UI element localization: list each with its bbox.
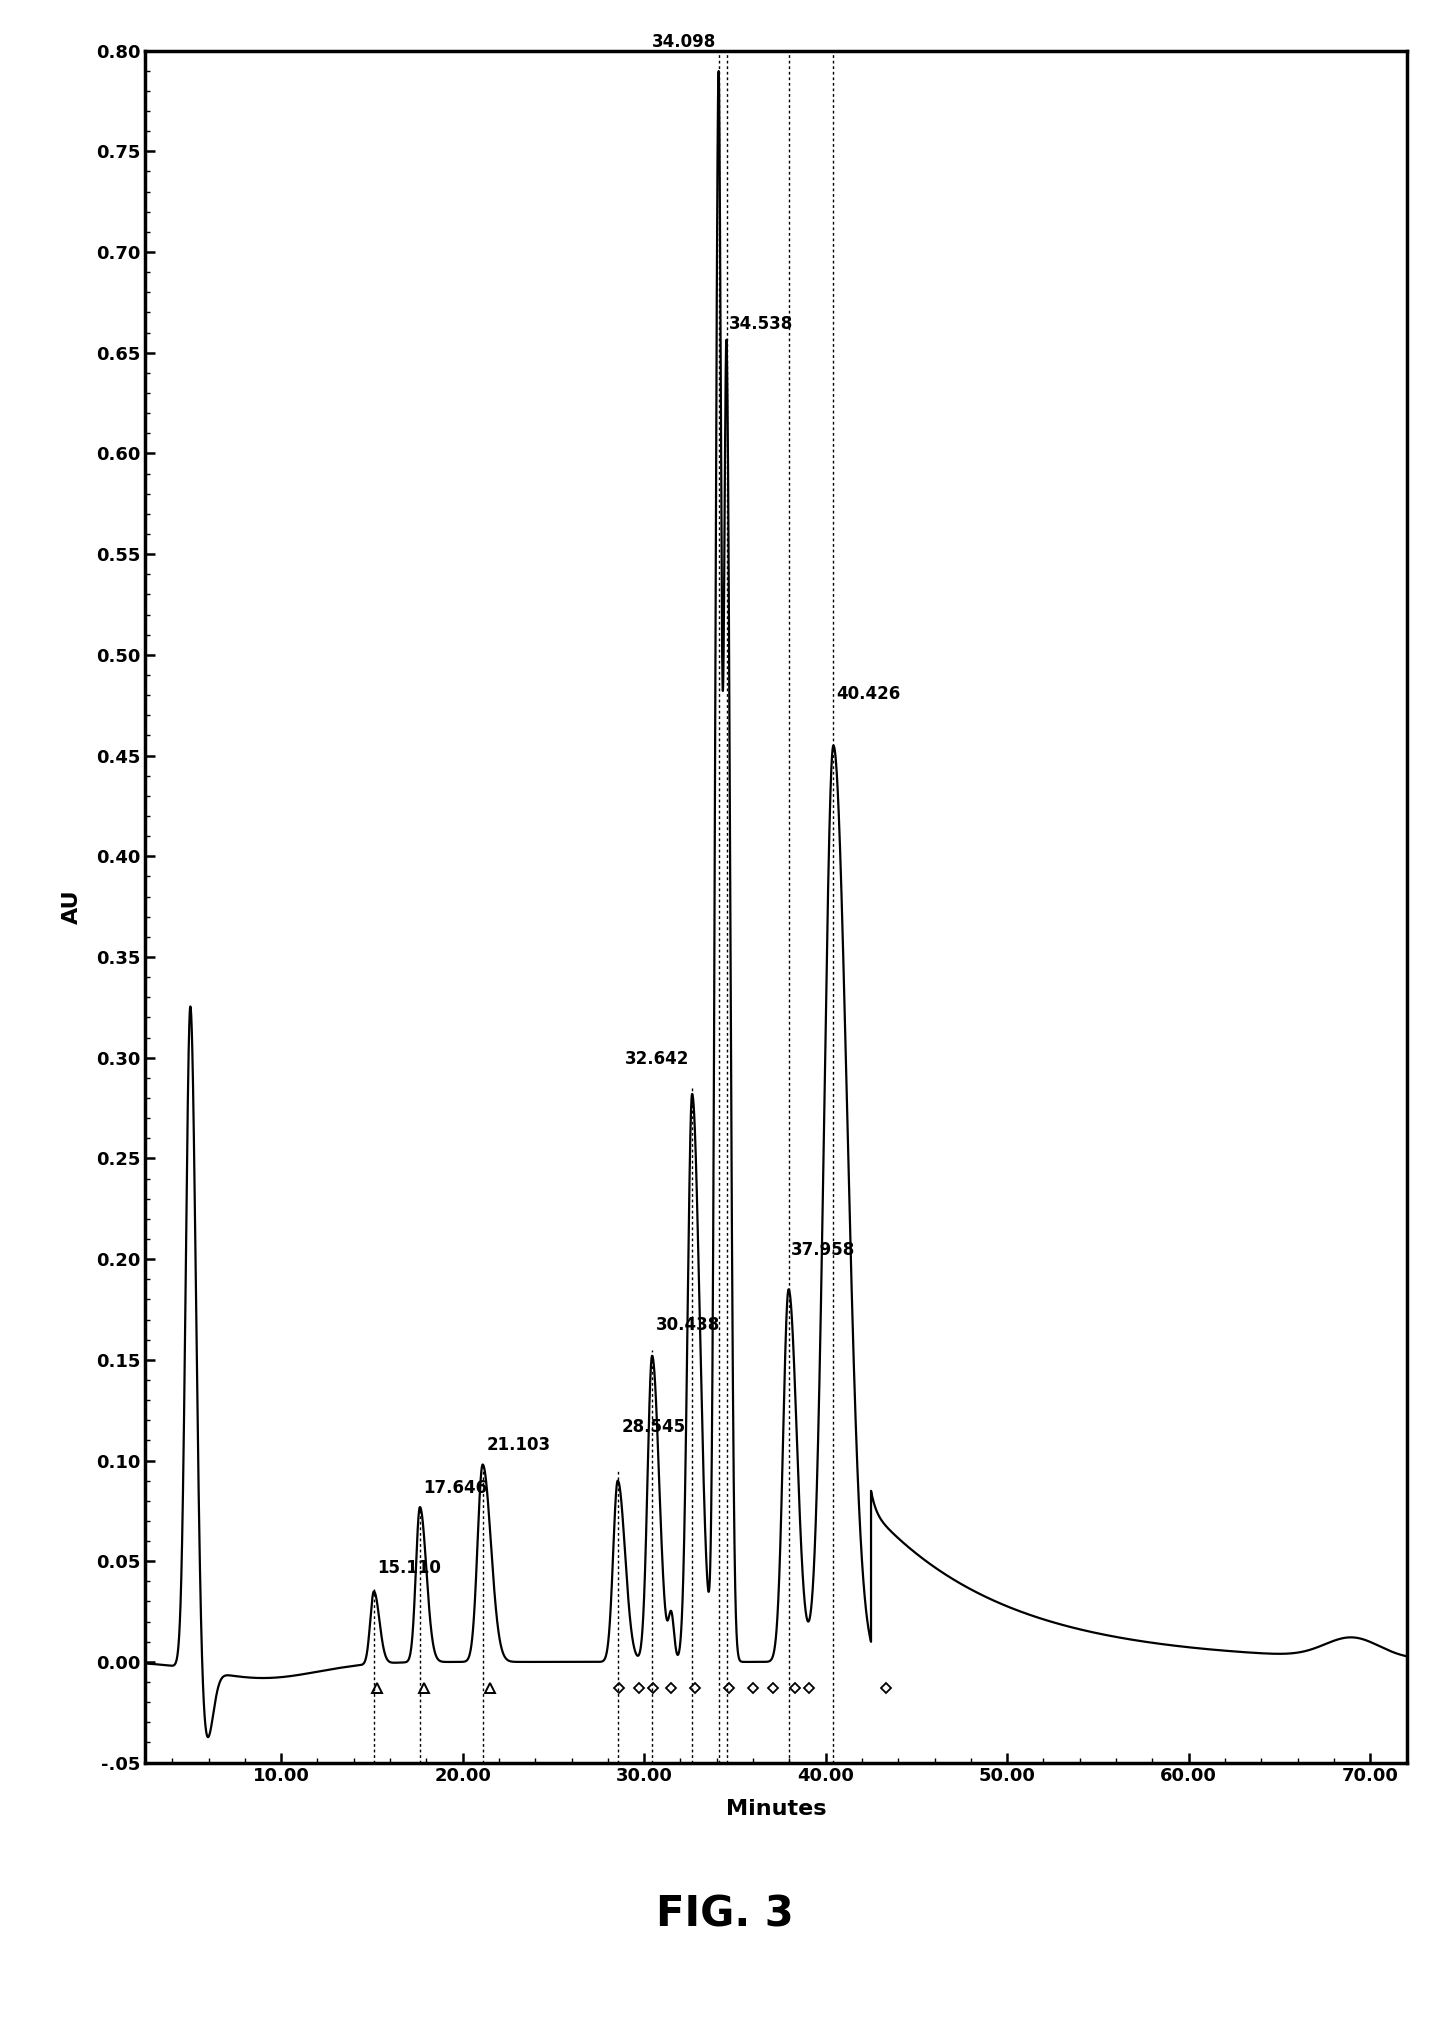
X-axis label: Minutes: Minutes (725, 1799, 826, 1819)
Text: FIG. 3: FIG. 3 (655, 1894, 795, 1935)
Text: 40.426: 40.426 (837, 685, 900, 703)
Text: 28.545: 28.545 (622, 1418, 686, 1436)
Text: 37.958: 37.958 (792, 1242, 856, 1258)
Text: 17.646: 17.646 (423, 1479, 487, 1497)
Text: 34.538: 34.538 (729, 314, 793, 332)
Text: 34.098: 34.098 (651, 32, 716, 51)
Text: 15.110: 15.110 (377, 1560, 441, 1578)
Text: 21.103: 21.103 (486, 1436, 551, 1455)
Y-axis label: AU: AU (62, 889, 81, 924)
Text: 30.438: 30.438 (655, 1315, 721, 1333)
Text: 32.642: 32.642 (625, 1049, 689, 1068)
